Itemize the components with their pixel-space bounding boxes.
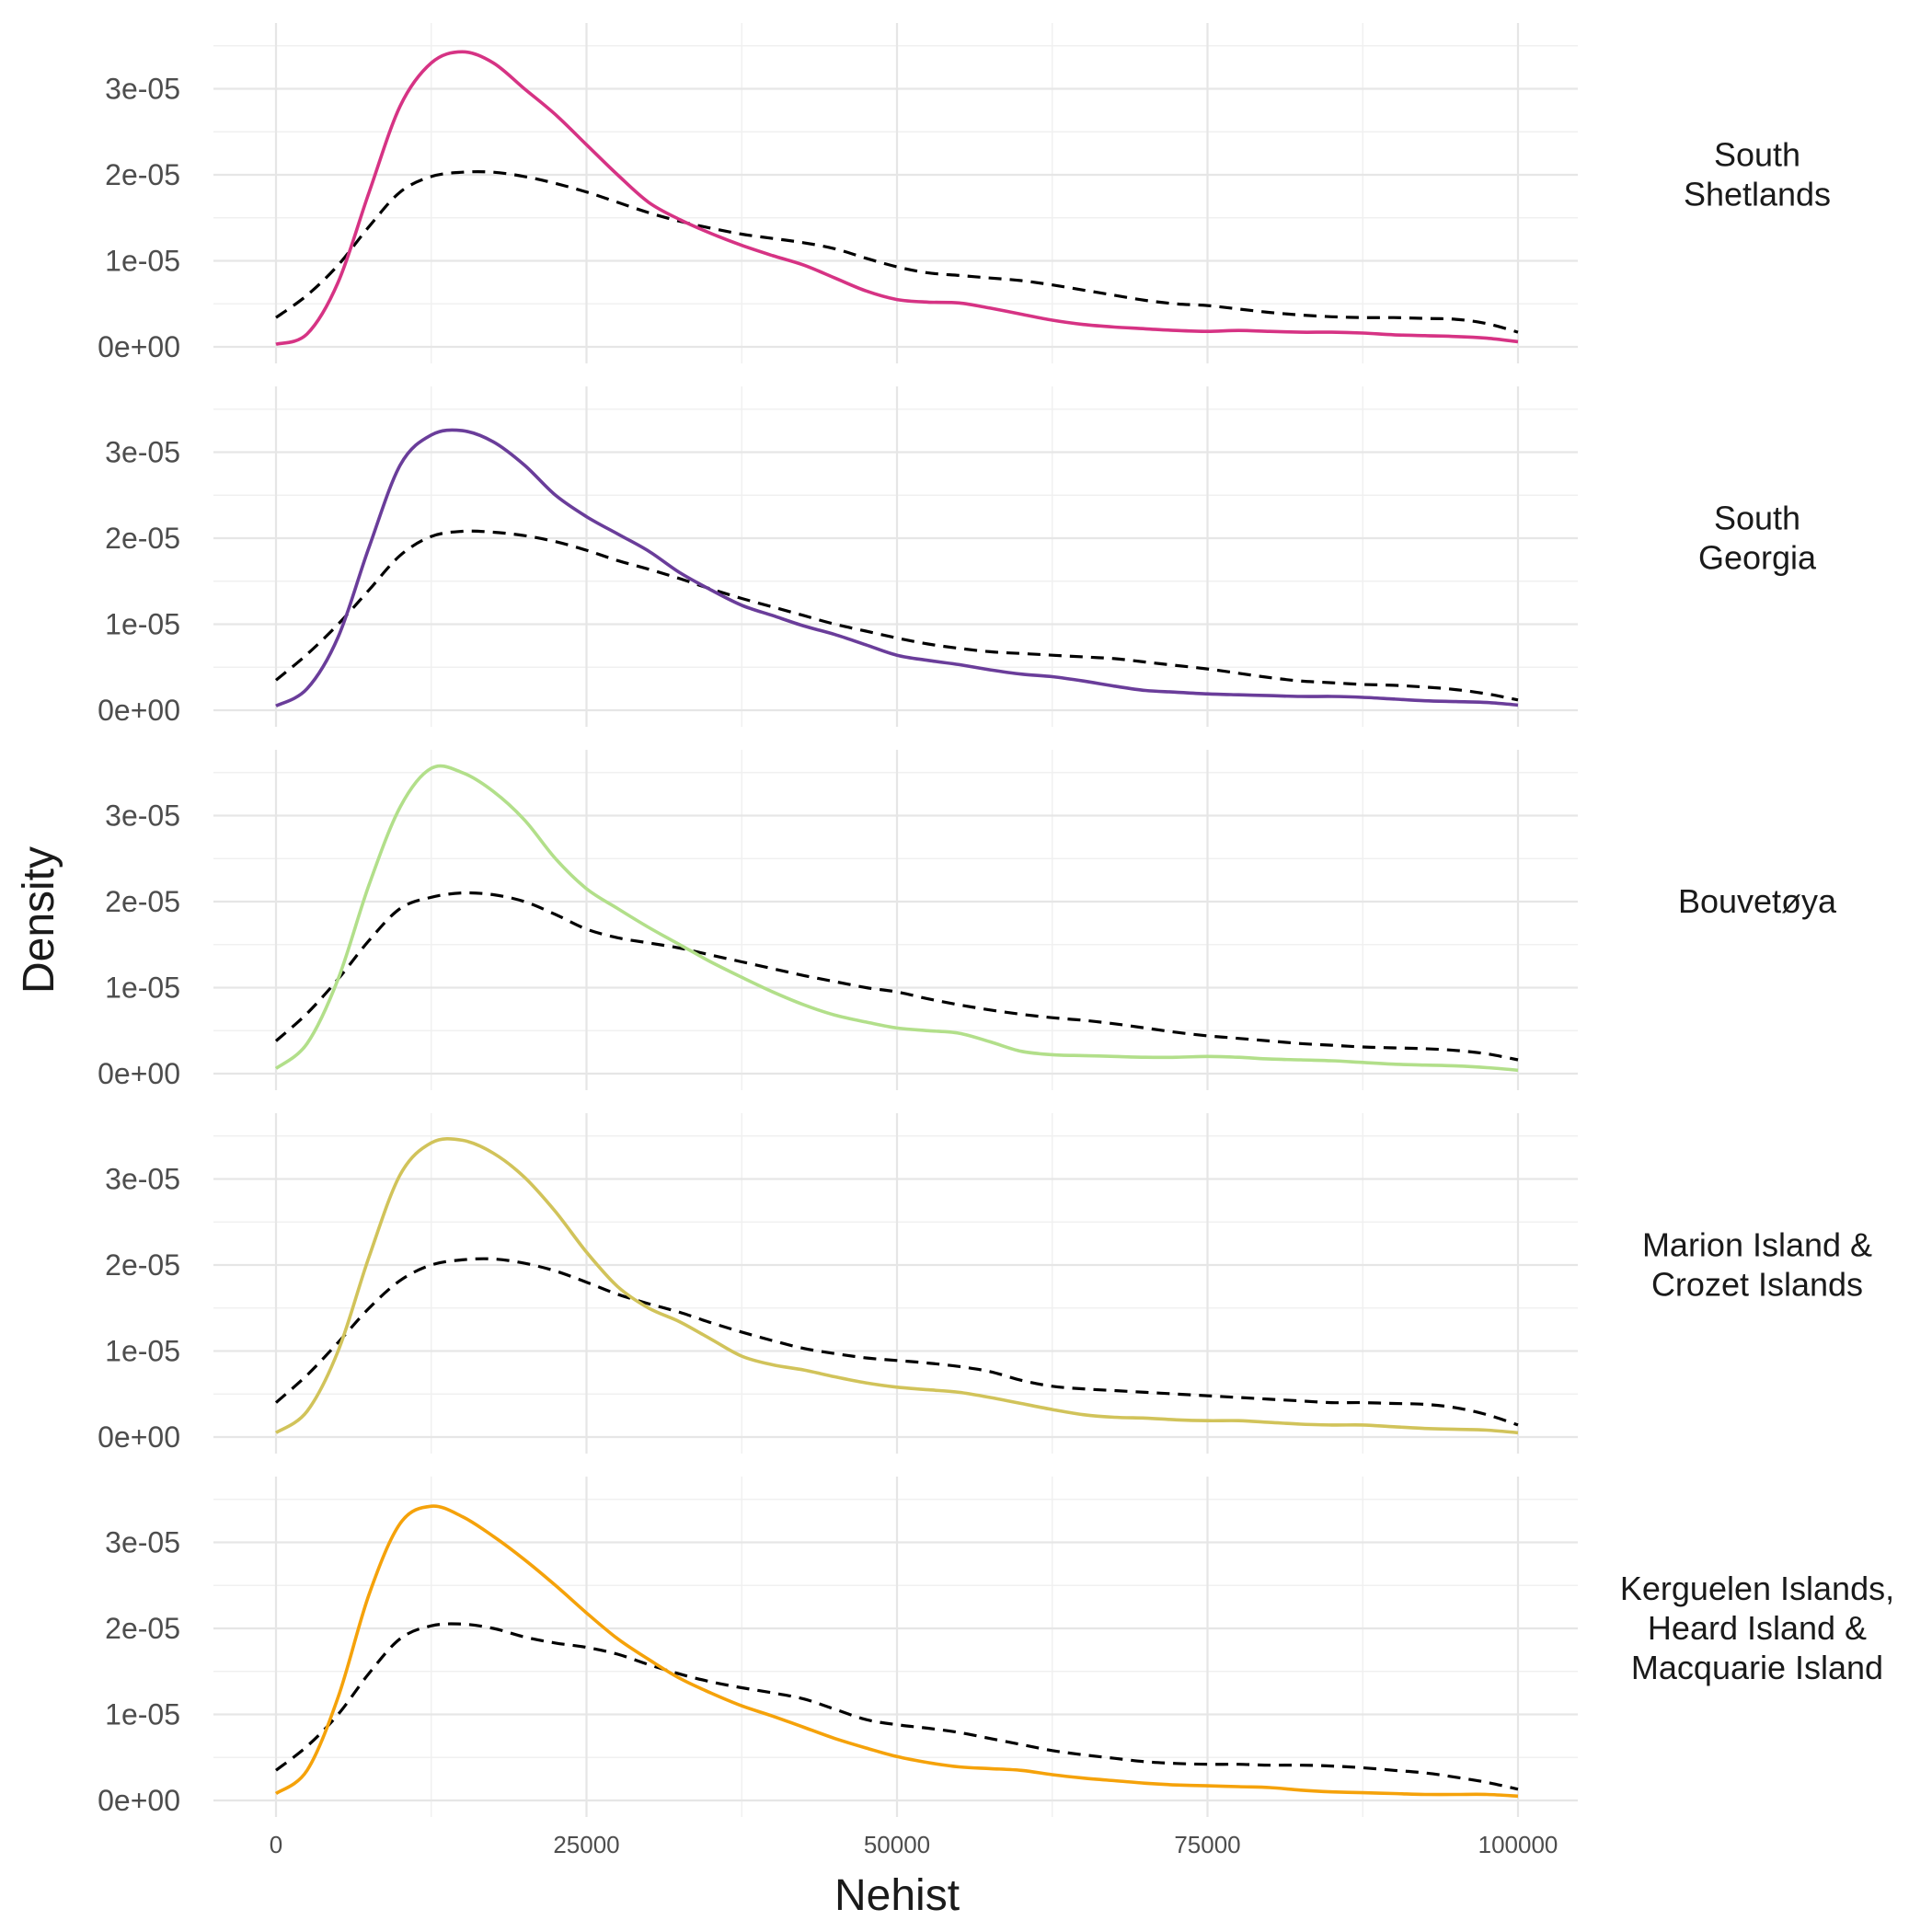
y-tick-label: 1e-05 (105, 1335, 180, 1368)
y-tick-label: 3e-05 (105, 1163, 180, 1196)
x-tick-label: 75000 (1174, 1831, 1240, 1858)
x-tick-label: 100000 (1478, 1831, 1558, 1858)
y-tick-label: 2e-05 (105, 1612, 180, 1645)
y-tick-label: 3e-05 (105, 436, 180, 469)
reference-density-line (274, 1257, 1519, 1427)
y-axis-title: Density (15, 846, 63, 994)
reference-density-line (275, 1622, 1519, 1791)
facet-panel: 0e+00 1e-05 2e-05 3e-05 South Shetlands (98, 23, 1831, 363)
density-line (274, 764, 1519, 1073)
reference-density-line (274, 891, 1519, 1062)
reference-density-line (274, 529, 1519, 702)
density-line (274, 1504, 1519, 1799)
x-axis-title: Nehist (834, 1871, 960, 1920)
y-tick-label: 3e-05 (105, 799, 180, 833)
facet-panel: 0e+00 1e-05 2e-05 3e-05 South Georgia (98, 386, 1817, 727)
y-tick-label: 0e+00 (98, 1057, 180, 1090)
y-tick-label: 3e-05 (105, 1526, 180, 1559)
x-tick-label: 0 (270, 1831, 282, 1858)
y-tick-label: 1e-05 (105, 608, 180, 641)
density-line (275, 428, 1519, 707)
y-tick-label: 1e-05 (105, 972, 180, 1005)
facet-strip-label: Bouvetøya (1678, 882, 1837, 920)
y-tick-label: 2e-05 (105, 1248, 180, 1282)
y-tick-label: 1e-05 (105, 1698, 180, 1731)
facet-strip-label: South Shetlands (1684, 136, 1831, 213)
density-line (274, 1137, 1519, 1435)
facet-panel: 0e+00 1e-05 2e-05 3e-05 Bouvetøya (98, 750, 1837, 1090)
y-tick-label: 2e-05 (105, 522, 180, 555)
facet-panels: 0e+00 1e-05 2e-05 3e-05 South Shetlands 0e+00 1… (98, 23, 1894, 1817)
y-tick-label: 3e-05 (105, 73, 180, 106)
x-axis-ticks: 0 25000 50000 75000 100000 (270, 1831, 1558, 1858)
reference-density-line (275, 170, 1519, 334)
y-tick-label: 2e-05 (105, 158, 180, 191)
facet-panel: 0e+00 1e-05 2e-05 3e-05 Kerguelen Islands, He… (98, 1477, 1894, 1817)
facet-panel: 0e+00 1e-05 2e-05 3e-05 Marion Island & Croze… (98, 1113, 1872, 1454)
density-line (275, 50, 1519, 346)
facet-strip-label: South Georgia (1698, 500, 1817, 577)
y-tick-label: 0e+00 (98, 330, 180, 363)
y-tick-label: 0e+00 (98, 1420, 180, 1454)
facet-strip-label: Marion Island & Crozet Islands (1642, 1226, 1872, 1304)
y-tick-label: 1e-05 (105, 245, 180, 278)
x-tick-label: 50000 (864, 1831, 930, 1858)
y-tick-label: 0e+00 (98, 694, 180, 727)
facet-strip-label: Kerguelen Islands, Heard Island & Macquari… (1620, 1570, 1894, 1686)
y-tick-label: 2e-05 (105, 885, 180, 918)
y-tick-label: 0e+00 (98, 1784, 180, 1817)
x-tick-label: 25000 (553, 1831, 619, 1858)
